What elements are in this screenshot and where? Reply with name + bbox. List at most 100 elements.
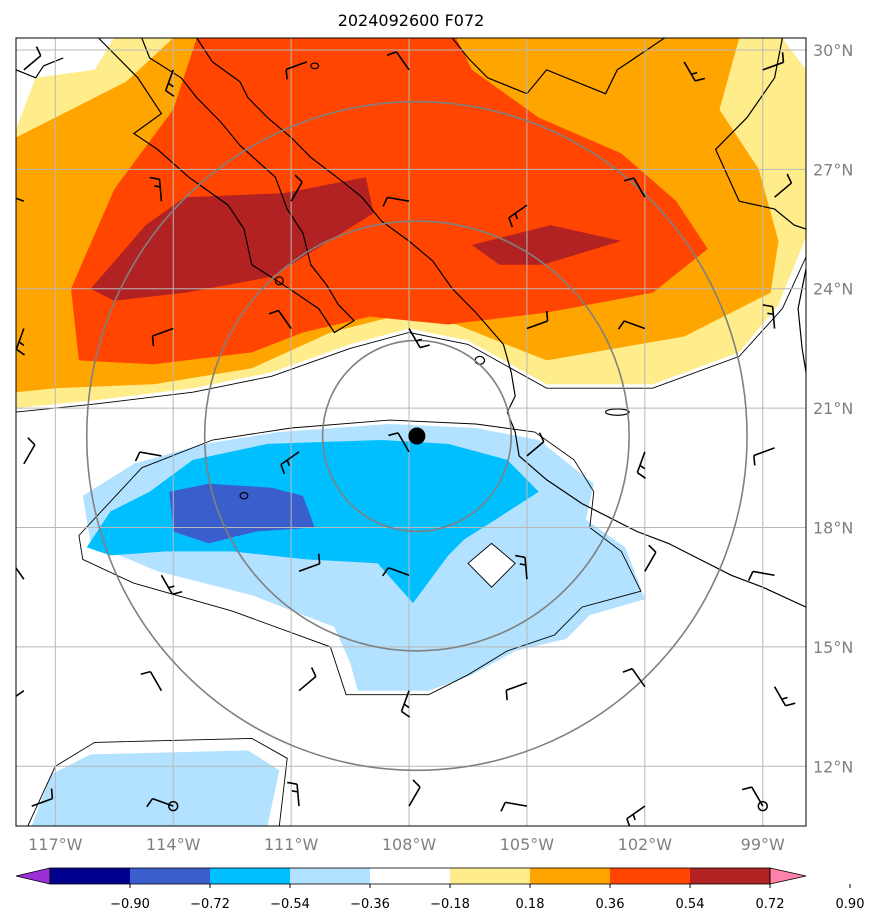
- barb-staff: [774, 182, 792, 198]
- longitude-label: 114°W: [146, 835, 201, 854]
- barb-feather: [172, 590, 183, 596]
- barb-feather: [386, 51, 397, 56]
- latitude-label: 27°N: [813, 160, 853, 179]
- barb-feather: [280, 464, 286, 475]
- wind-barb: [762, 52, 785, 71]
- barb-half-feather: [781, 696, 788, 700]
- colorbar-segment: [290, 868, 371, 884]
- wind-barb: [146, 797, 174, 808]
- wind-barb: [526, 310, 549, 330]
- wind-barb: [287, 781, 300, 807]
- coastlines: [16, 38, 806, 608]
- barb-feather: [694, 77, 706, 82]
- longitude-label: 117°W: [28, 835, 83, 854]
- barb-half-feather: [18, 341, 25, 347]
- latitude-label: 18°N: [813, 519, 853, 538]
- barb-half-feather: [767, 312, 774, 316]
- wind-barb: [164, 69, 175, 97]
- barb-staff: [631, 668, 646, 688]
- barb-feather: [6, 703, 9, 712]
- wind-barb: [741, 786, 764, 807]
- contour-fill: [169, 483, 315, 544]
- barb-feather: [388, 432, 399, 437]
- barb-staff: [626, 805, 646, 820]
- barb-half-feather: [154, 185, 161, 188]
- colorbar-tick-label: 0.18: [516, 897, 545, 912]
- calm-wind-circle: [757, 800, 769, 812]
- barb-feather: [0, 194, 3, 202]
- wind-barb: [285, 61, 308, 80]
- colorbar-tick-label: −0.18: [430, 897, 470, 912]
- island: [310, 62, 320, 70]
- barb-staff: [152, 327, 174, 337]
- wind-barb: [149, 176, 163, 202]
- colorbar-tick-label: −0.90: [110, 897, 150, 912]
- colorbar-tick-label: 0.36: [596, 897, 625, 912]
- island: [274, 276, 284, 286]
- barb-staff: [387, 196, 410, 202]
- zero-contour: [78, 419, 642, 696]
- barb-half-feather: [12, 699, 14, 705]
- wind-barb: [500, 801, 528, 812]
- barb-half-feather: [168, 585, 175, 589]
- barb-staff: [623, 320, 646, 330]
- barb-feather: [419, 344, 430, 349]
- wind-barb: [400, 690, 411, 718]
- colorbar-extend-high: [769, 867, 807, 885]
- barb-feather: [287, 781, 298, 785]
- wind-barb: [747, 570, 775, 581]
- contour-fill: [31, 750, 280, 826]
- barb-staff: [395, 51, 410, 71]
- barb-feather: [412, 779, 421, 788]
- barb-staff: [505, 801, 528, 807]
- colorbar-tick-label: −0.54: [270, 897, 310, 912]
- barb-half-feather: [514, 213, 519, 220]
- colorbar-segment: [130, 868, 211, 884]
- barb-feather: [636, 471, 646, 479]
- range-ring: [203, 220, 630, 652]
- wind-barb: [683, 61, 706, 82]
- wind-barb: [2, 561, 25, 580]
- barb-staff: [16, 690, 25, 698]
- coastline: [451, 38, 665, 95]
- wind-barb: [16, 328, 25, 356]
- barb-half-feather: [639, 464, 646, 470]
- barb-staff: [683, 61, 696, 82]
- map-frame: [15, 37, 807, 827]
- barb-feather: [134, 451, 141, 462]
- coastline: [98, 38, 355, 334]
- barb-staff: [23, 444, 36, 465]
- barb-feather: [617, 320, 625, 330]
- barb-feather: [310, 667, 317, 677]
- longitude-label: 105°W: [500, 835, 555, 854]
- barb-staff: [388, 566, 410, 577]
- calm-wind-circle: [167, 800, 179, 812]
- colorbar-segment: [210, 868, 291, 884]
- wind-barb: [388, 432, 410, 453]
- wind-barb: [623, 177, 646, 198]
- barb-half-feather: [403, 703, 410, 709]
- wind-barb: [31, 788, 54, 807]
- wind-barb: [151, 327, 174, 347]
- barb-feather: [741, 786, 752, 791]
- wind-barb: [23, 46, 42, 71]
- barb-half-feather: [632, 814, 636, 821]
- longitude-label: 102°W: [618, 835, 673, 854]
- barb-staff: [16, 566, 25, 580]
- barb-staff: [751, 786, 764, 807]
- barb-feather: [2, 561, 11, 564]
- wind-barb: [160, 574, 183, 596]
- barb-feather: [151, 335, 155, 347]
- barb-feather: [149, 176, 160, 181]
- barb-staff: [773, 686, 787, 707]
- barb-half-feather: [167, 82, 174, 88]
- colorbar-segment: [370, 868, 451, 884]
- barb-feather: [50, 788, 54, 799]
- barb-feather: [538, 432, 545, 443]
- wind-barb: [381, 566, 410, 577]
- barb-half-feather: [291, 790, 298, 793]
- barb-staff: [400, 690, 410, 712]
- barb-staff: [285, 61, 308, 71]
- colorbar-tick-label: 0.54: [676, 897, 705, 912]
